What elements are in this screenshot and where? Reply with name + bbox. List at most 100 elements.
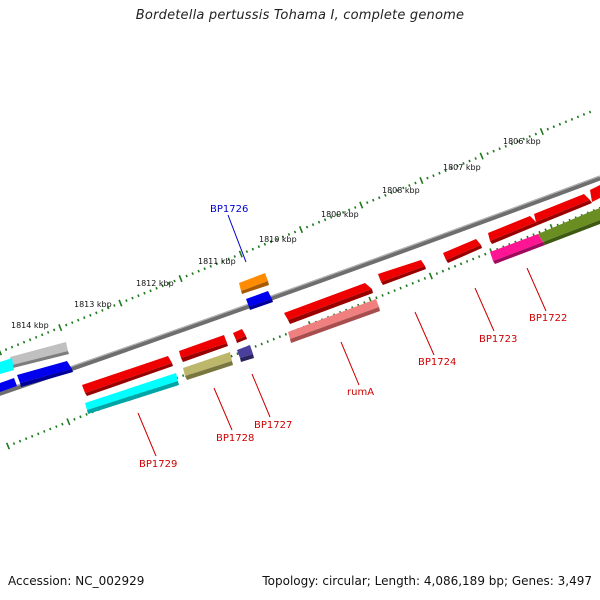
gene-label-bp1727[interactable]: BP1727 xyxy=(254,420,292,431)
inner-tick xyxy=(5,442,11,450)
outer-tick xyxy=(149,289,152,293)
gene-arrow[interactable] xyxy=(181,343,228,362)
gene-label-bp1729[interactable]: BP1729 xyxy=(139,459,177,470)
gene-arrow[interactable] xyxy=(378,260,425,282)
gene-arrow-bp1727[interactable] xyxy=(240,354,254,362)
inner-tick xyxy=(532,233,535,237)
outer-tick xyxy=(582,113,586,116)
gene-arrow[interactable] xyxy=(0,358,14,374)
gene-arrow[interactable] xyxy=(233,329,246,340)
gene-arrow[interactable] xyxy=(85,363,173,396)
inner-tick xyxy=(477,255,481,259)
gene-arrow[interactable] xyxy=(493,242,545,264)
gene-arrow[interactable] xyxy=(249,299,273,310)
gene-arrow[interactable] xyxy=(538,208,600,242)
outer-tick xyxy=(396,188,399,192)
outer-tick xyxy=(191,272,194,276)
outer-tick xyxy=(155,286,158,290)
outer-tick xyxy=(498,147,501,151)
gene-label-bp1723[interactable]: BP1723 xyxy=(479,334,517,345)
outer-tick xyxy=(354,206,357,209)
gene-arrow[interactable] xyxy=(236,336,247,343)
gene-arrow[interactable] xyxy=(490,222,538,244)
outer-tick xyxy=(347,208,351,212)
outer-tick xyxy=(251,247,255,251)
inner-tick xyxy=(254,344,257,348)
inner-tick xyxy=(405,284,408,288)
gene-arrow-bp1726[interactable] xyxy=(239,273,268,291)
genome-backbone-highlight xyxy=(0,175,600,392)
inner-tick xyxy=(278,335,282,339)
gene-arrow-rumA[interactable] xyxy=(288,299,379,339)
gene-arrow[interactable] xyxy=(288,289,373,324)
inner-tick xyxy=(428,272,433,280)
outer-tick xyxy=(366,201,369,205)
outer-tick xyxy=(323,218,327,222)
gene-arrow[interactable] xyxy=(0,378,17,392)
outer-tick xyxy=(335,213,339,217)
gene-arrow-rumA[interactable] xyxy=(290,307,380,343)
gene-arrow[interactable] xyxy=(590,185,600,202)
outer-tick xyxy=(462,161,465,165)
outer-tick xyxy=(52,328,56,332)
outer-tick xyxy=(516,139,519,143)
outer-tick xyxy=(534,132,538,136)
outer-tick xyxy=(384,193,387,197)
outer-tick xyxy=(293,230,297,234)
inner-tick xyxy=(471,257,475,261)
gene-arrow[interactable] xyxy=(443,239,481,260)
outer-tick xyxy=(83,316,86,320)
inner-tick xyxy=(284,332,288,336)
gene-arrow[interactable] xyxy=(536,200,592,225)
gene-arrow[interactable] xyxy=(543,220,600,245)
outer-tick xyxy=(34,335,38,339)
kbp-label-1812: 1812 kbp xyxy=(136,279,174,288)
inner-tick xyxy=(43,429,46,433)
gene-arrow[interactable] xyxy=(490,234,543,261)
gene-arrow-bp1729[interactable] xyxy=(85,373,178,410)
gene-arrow[interactable] xyxy=(446,245,482,263)
outer-tick xyxy=(546,127,550,131)
outer-tick xyxy=(444,169,447,173)
gene-arrow-bp1728[interactable] xyxy=(183,352,232,376)
gene-arrow[interactable] xyxy=(284,283,372,320)
inner-tick xyxy=(49,427,52,431)
gene-arrow[interactable] xyxy=(534,194,590,222)
gene-arrow[interactable] xyxy=(82,356,172,393)
outer-tick xyxy=(143,291,146,295)
inner-tick xyxy=(266,340,269,344)
gene-label-bp1722[interactable]: BP1722 xyxy=(529,313,567,324)
inner-tick xyxy=(381,293,384,297)
gene-arrow[interactable] xyxy=(10,342,68,365)
outer-tick xyxy=(185,274,188,278)
outer-tick xyxy=(432,174,435,178)
outer-tick xyxy=(257,245,261,249)
outer-tick xyxy=(479,152,484,160)
outer-tick xyxy=(492,149,495,153)
gene-arrow[interactable] xyxy=(381,266,426,285)
gene-arrow[interactable] xyxy=(488,216,536,241)
outer-tick xyxy=(113,304,116,307)
outer-tick xyxy=(167,281,170,285)
gene-label-ruma[interactable]: rumA xyxy=(347,387,374,398)
outer-tick xyxy=(281,235,285,239)
gene-label-bp1726[interactable]: BP1726 xyxy=(210,204,248,215)
gene-arrow[interactable] xyxy=(20,369,73,387)
outer-tick xyxy=(178,275,183,283)
kbp-label-1807: 1807 kbp xyxy=(443,163,481,172)
gene-arrow-bp1729[interactable] xyxy=(87,381,179,414)
gene-arrow[interactable] xyxy=(17,361,72,383)
gene-arrow-bp1727[interactable] xyxy=(237,345,253,358)
gene-label-bp1728[interactable]: BP1728 xyxy=(216,433,254,444)
outer-tick xyxy=(390,191,393,195)
gene-arrow[interactable] xyxy=(246,291,272,307)
gene-arrow[interactable] xyxy=(12,351,69,368)
inner-tick xyxy=(538,230,541,234)
gene-arrow-bp1728[interactable] xyxy=(185,361,233,380)
inner-tick xyxy=(79,415,82,419)
gene-label-bp1724[interactable]: BP1724 xyxy=(418,357,456,368)
gene-arrow-bp1726[interactable] xyxy=(241,281,269,294)
inner-tick xyxy=(453,264,457,268)
gene-arrow[interactable] xyxy=(179,335,227,358)
